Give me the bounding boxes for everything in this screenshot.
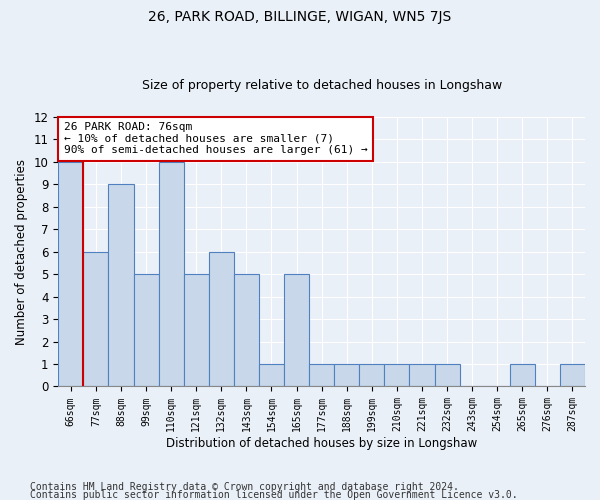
Text: 26, PARK ROAD, BILLINGE, WIGAN, WN5 7JS: 26, PARK ROAD, BILLINGE, WIGAN, WN5 7JS — [148, 10, 452, 24]
Bar — [359, 364, 385, 386]
Bar — [434, 364, 460, 386]
Text: Contains HM Land Registry data © Crown copyright and database right 2024.: Contains HM Land Registry data © Crown c… — [30, 482, 459, 492]
Bar — [284, 274, 309, 386]
Bar — [234, 274, 259, 386]
Y-axis label: Number of detached properties: Number of detached properties — [15, 158, 28, 344]
Bar — [83, 252, 109, 386]
Bar — [510, 364, 535, 386]
Bar — [134, 274, 158, 386]
Text: Contains public sector information licensed under the Open Government Licence v3: Contains public sector information licen… — [30, 490, 518, 500]
Bar — [385, 364, 409, 386]
Bar — [560, 364, 585, 386]
Text: 26 PARK ROAD: 76sqm
← 10% of detached houses are smaller (7)
90% of semi-detache: 26 PARK ROAD: 76sqm ← 10% of detached ho… — [64, 122, 367, 156]
Bar — [58, 162, 83, 386]
Bar — [158, 162, 184, 386]
Bar — [309, 364, 334, 386]
Bar — [334, 364, 359, 386]
Bar — [209, 252, 234, 386]
Bar — [409, 364, 434, 386]
Bar — [109, 184, 134, 386]
Bar — [184, 274, 209, 386]
Bar — [259, 364, 284, 386]
Title: Size of property relative to detached houses in Longshaw: Size of property relative to detached ho… — [142, 79, 502, 92]
X-axis label: Distribution of detached houses by size in Longshaw: Distribution of detached houses by size … — [166, 437, 477, 450]
